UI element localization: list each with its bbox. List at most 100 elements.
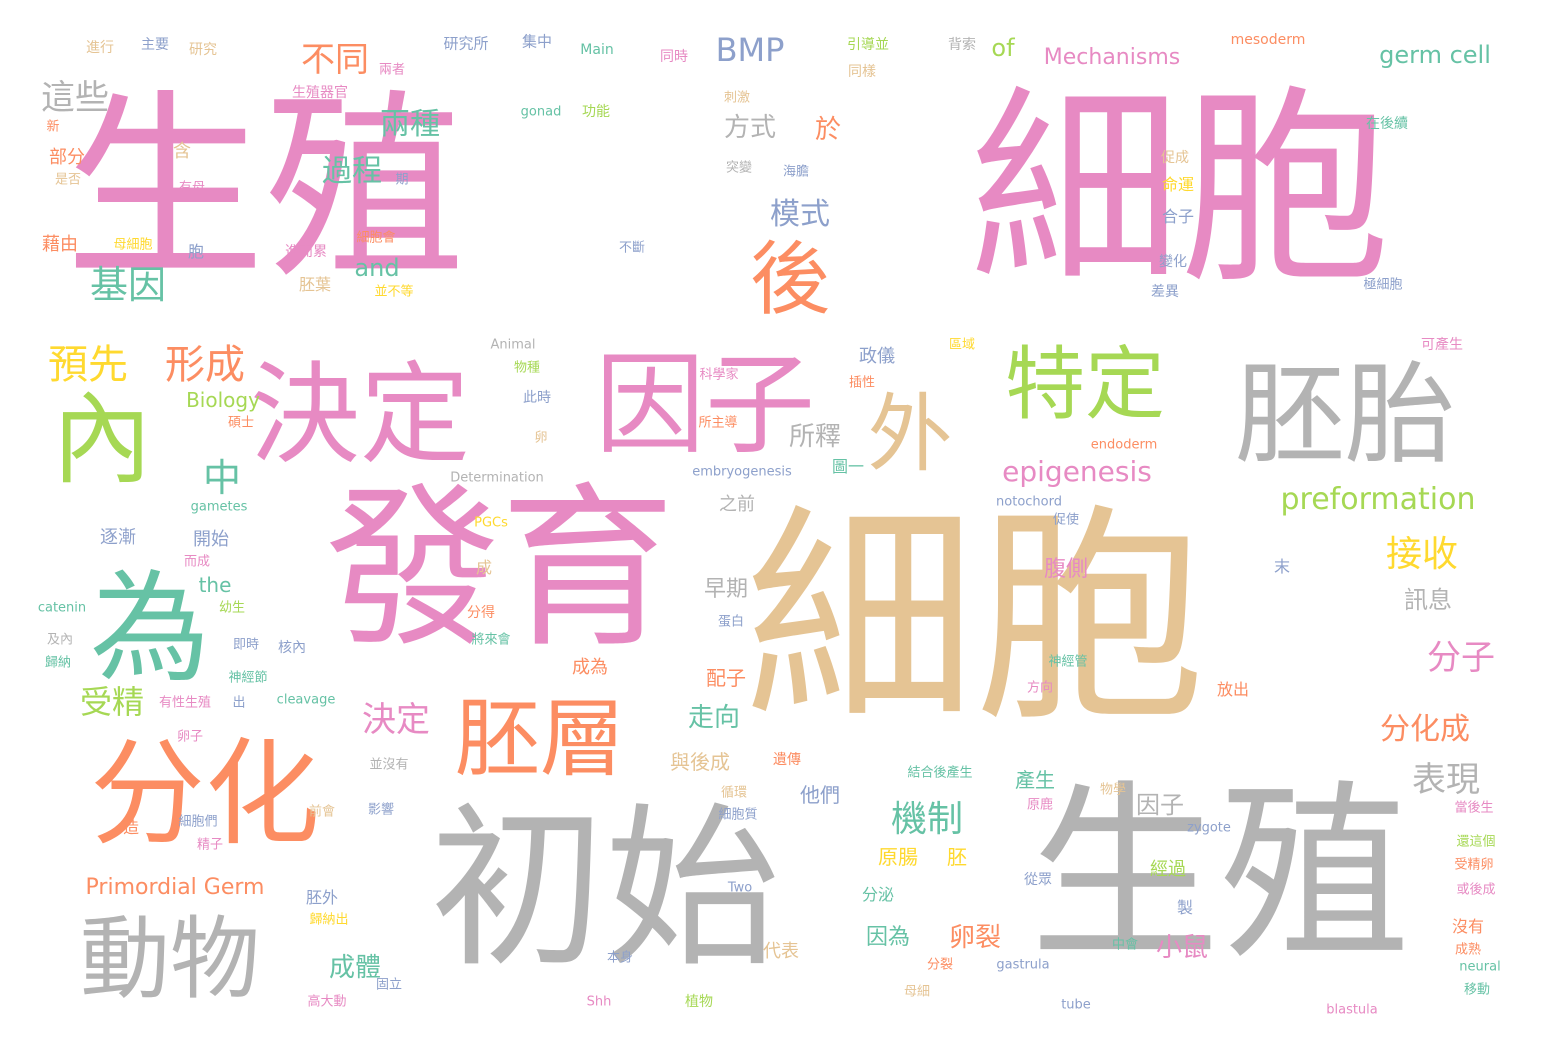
word: 胞: [187, 242, 205, 261]
word: 遺傳: [773, 752, 801, 768]
word: 方向: [1026, 680, 1054, 696]
word: 新: [46, 119, 60, 135]
word: 幼生: [218, 600, 246, 616]
word: 在後續: [1366, 116, 1408, 132]
word: preformation: [1280, 482, 1476, 517]
word: 細胞們: [178, 814, 218, 830]
word: 分裂: [926, 957, 954, 973]
word: notochord: [996, 494, 1062, 510]
word: 將來會: [471, 632, 511, 648]
word: gastrula: [996, 957, 1050, 973]
word: 結合後產生: [907, 765, 973, 781]
word: 與後成: [670, 750, 730, 774]
word: 本身: [606, 950, 634, 966]
word: 方式: [723, 113, 777, 143]
word: 沒有: [1451, 917, 1485, 936]
word: 原腸: [878, 845, 918, 869]
word: zygote: [1187, 820, 1231, 836]
word: 生殖: [64, 73, 466, 306]
word: 受精卵: [1454, 857, 1494, 873]
word: 分子: [1427, 638, 1495, 678]
word: 即時: [232, 637, 260, 653]
word: blastula: [1326, 1002, 1378, 1018]
word: Main: [580, 42, 614, 58]
word: 科學家: [699, 367, 739, 383]
word: embryogenesis: [692, 464, 792, 480]
word: 造: [122, 818, 140, 837]
word: 並不等: [374, 284, 414, 300]
word: 進行: [86, 40, 114, 56]
word: 基因: [89, 263, 167, 307]
word: 決定: [362, 700, 430, 740]
word: 不斷: [618, 240, 646, 256]
word: 他們: [800, 783, 840, 807]
word: 植物: [685, 994, 713, 1010]
word: 生殖器官: [292, 85, 348, 101]
word: 外: [867, 385, 953, 485]
word: endoderm: [1090, 437, 1158, 453]
word: 蛋白: [717, 614, 745, 630]
word: 母細: [903, 984, 931, 1000]
word: 藉由: [42, 234, 78, 255]
word: 此時: [523, 390, 551, 406]
word: 圖一: [831, 457, 865, 476]
word: of: [991, 34, 1015, 62]
word: gametes: [190, 499, 248, 515]
word: Determination: [450, 470, 544, 486]
word: Biology: [186, 388, 260, 412]
word: 分得: [467, 605, 495, 621]
word: 兩者: [378, 62, 406, 78]
word: 碩士: [227, 415, 255, 431]
word: 逐漸: [100, 527, 136, 548]
word: tube: [1061, 997, 1091, 1013]
word: 動物: [80, 907, 260, 1012]
word: 合子: [1161, 207, 1195, 226]
word: 母細胞: [113, 237, 153, 253]
word: BMP: [715, 31, 785, 69]
word: 因子: [595, 341, 815, 469]
word: 成體: [328, 953, 382, 983]
word: 主要: [141, 37, 169, 53]
word: 卵裂: [948, 923, 1002, 953]
word: 物學: [1099, 782, 1127, 798]
word: 背索: [948, 37, 976, 53]
word: 決定: [250, 351, 470, 479]
word: 小鼠: [1155, 933, 1209, 963]
word: 細胞質: [718, 807, 758, 823]
word: 胚: [947, 845, 967, 869]
word: 還這個: [1456, 834, 1496, 850]
word: mesoderm: [1230, 32, 1306, 48]
word: 突變: [725, 160, 753, 176]
word: 因為: [865, 925, 911, 950]
word: 影響: [367, 802, 395, 818]
word: 過程: [322, 154, 382, 189]
word: 同樣: [848, 64, 876, 80]
word: 中: [202, 456, 242, 500]
word: 胚層: [454, 690, 626, 790]
word: 成: [475, 558, 493, 577]
word: 表現: [1412, 760, 1480, 800]
word: 高大動: [307, 994, 347, 1010]
word: 經過: [1150, 859, 1186, 880]
word: the: [198, 573, 232, 597]
word: 有性生殖: [158, 695, 212, 711]
word: 而成: [183, 554, 211, 570]
word: 形成: [165, 342, 245, 388]
word: 當後生: [1454, 800, 1494, 816]
word: 早期: [703, 577, 749, 602]
word: 並沒有: [369, 757, 409, 773]
word: 所釋: [788, 422, 842, 452]
word: 插性: [848, 375, 876, 391]
word: 走向: [687, 703, 741, 733]
word: 細胞會: [356, 230, 396, 246]
word: 分泌: [861, 885, 895, 904]
word: 研究: [189, 42, 217, 58]
word: cleavage: [276, 692, 336, 708]
word: 成為: [572, 657, 608, 678]
word: 歸納出: [309, 912, 349, 928]
word: 變化: [1159, 254, 1187, 270]
word: 特定: [1005, 338, 1165, 431]
word: 極細胞: [1363, 277, 1403, 293]
word: 神經管: [1048, 654, 1088, 670]
